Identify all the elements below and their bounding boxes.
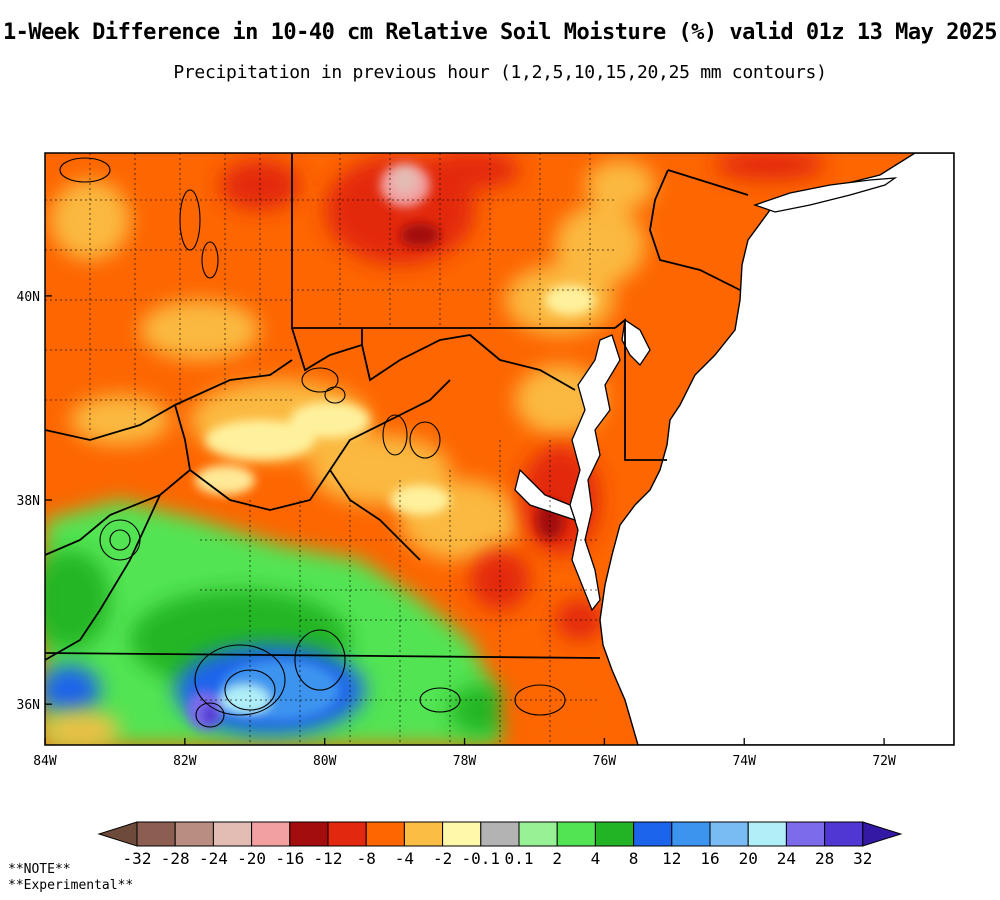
colorbar-swatch [365,821,405,847]
colorbar-label: 12 [662,849,681,868]
colorbar-label: 24 [777,849,796,868]
colorbar-swatch [251,821,291,847]
colorbar-label: -0.1 [462,849,501,868]
colorbar-swatch [633,821,673,847]
colorbar-swatch [556,821,596,847]
colorbar-label: 20 [739,849,758,868]
lon-tick-label: 72W [872,754,896,769]
colorbar-low-arrow [97,821,138,847]
colorbar-swatch [442,821,482,847]
lat-tick-label: 38N [17,494,40,509]
colorbar-label: 2 [552,849,562,868]
colorbar-label: -2 [433,849,452,868]
long-island [753,177,898,213]
colorbar-swatch [212,821,253,847]
state-boundaries [45,153,749,661]
colorbar-swatch [480,821,520,847]
lon-tick-label: 80W [313,754,337,769]
colorbar-label: -12 [314,849,343,868]
colorbar-swatch [136,821,176,847]
axis-tick-labels: 84W 82W 80W 78W 76W 74W 72W 40N 38N 36N [17,290,896,769]
water-bodies [514,318,651,612]
atlantic-ocean [599,153,954,745]
colorbar-label: 32 [853,849,872,868]
colorbar-label: -20 [237,849,266,868]
colorbar-label: 0.1 [505,849,534,868]
colorbar-swatch [327,821,367,847]
colorbar-label: -28 [161,849,190,868]
colorbar-label: -24 [199,849,228,868]
axis-ticks [44,295,885,745]
lon-tick-label: 84W [33,754,57,769]
colorbar-label: 8 [629,849,639,868]
colorbar-label: 28 [815,849,834,868]
colorbar-swatch [747,821,787,847]
colorbar-swatch [594,821,635,847]
colorbar-swatch [174,821,214,847]
colorbar-label: -4 [395,849,414,868]
lon-tick-label: 78W [453,754,477,769]
county-boundaries [45,153,615,745]
experimental-label: **Experimental** [8,878,134,893]
colorbar-label: -32 [123,849,152,868]
colorbar-swatches [97,821,903,847]
colorbar-label: 16 [700,849,719,868]
lat-tick-label: 40N [17,290,40,305]
lon-tick-label: 76W [593,754,617,769]
colorbar-swatch [824,821,864,847]
note-label: **NOTE** [8,862,71,877]
colorbar-label: 4 [591,849,601,868]
precip-contours [59,157,566,728]
colorbar-swatch [785,821,826,847]
colorbar-label: -8 [357,849,376,868]
map-frame [44,152,955,746]
colorbar-swatch [403,821,444,847]
lon-tick-label: 82W [173,754,197,769]
map-subtitle: Precipitation in previous hour (1,2,5,10… [173,62,827,83]
colorbar-swatch [289,821,329,847]
colorbar-labels: -32 -28 -24 -20 -16 -12 -8 -4 -2 -0.1 0.1 2 4 8 12 16 20… [123,849,873,868]
lat-tick-label: 36N [17,698,40,713]
colorbar-swatch [518,821,558,847]
colorbar-label: -16 [275,849,304,868]
colorbar-swatch [709,821,749,847]
colorbar-swatch [671,821,711,847]
lon-tick-label: 74W [732,754,756,769]
map-field [45,153,954,745]
map-title: 1-Week Difference in 10-40 cm Relative S… [2,20,998,45]
colorbar-high-arrow [862,821,903,847]
